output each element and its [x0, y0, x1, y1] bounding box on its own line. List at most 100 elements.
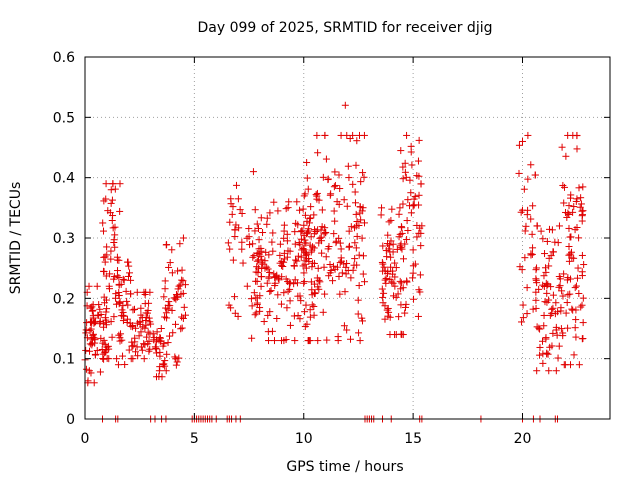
- data-point: [330, 207, 338, 215]
- data-point: [379, 260, 387, 268]
- data-point: [304, 337, 312, 345]
- data-point: [563, 299, 571, 307]
- data-point: [549, 304, 557, 312]
- data-point: [406, 176, 414, 184]
- data-point: [125, 262, 133, 270]
- data-point: [110, 313, 118, 321]
- data-point: [388, 205, 396, 213]
- data-point: [565, 210, 573, 218]
- data-point: [165, 298, 173, 306]
- data-point: [156, 352, 164, 360]
- data-point: [532, 266, 540, 274]
- data-point: [548, 305, 556, 313]
- data-point: [397, 240, 405, 248]
- data-point: [540, 322, 548, 330]
- data-point: [273, 314, 281, 322]
- data-point: [575, 289, 583, 297]
- data-point: [179, 277, 187, 285]
- data-point: [529, 305, 537, 313]
- data-point: [91, 350, 99, 358]
- data-point: [545, 367, 553, 375]
- data-point: [243, 282, 251, 290]
- data-point: [102, 272, 110, 280]
- data-point: [396, 204, 404, 212]
- data-point: [533, 367, 541, 375]
- data-point: [130, 305, 138, 313]
- data-point: [252, 268, 260, 276]
- data-point: [118, 336, 126, 344]
- data-point: [166, 259, 174, 267]
- data-point: [144, 328, 152, 336]
- data-point: [291, 228, 299, 236]
- data-point: [234, 195, 242, 203]
- data-point: [407, 142, 415, 150]
- data-point: [103, 354, 111, 362]
- data-point: [100, 355, 108, 363]
- data-point: [349, 180, 357, 188]
- data-point: [515, 169, 523, 177]
- data-point: [409, 274, 417, 282]
- data-point: [345, 174, 353, 182]
- y-axis-label: SRMTID / TECUs: [8, 182, 24, 295]
- data-point: [226, 218, 234, 226]
- data-point: [527, 215, 535, 223]
- data-point: [559, 292, 567, 300]
- data-point: [252, 309, 260, 317]
- data-point: [137, 304, 145, 312]
- data-point: [108, 196, 116, 204]
- data-point: [532, 304, 540, 312]
- data-point: [417, 180, 425, 188]
- data-point: [415, 136, 423, 144]
- data-point: [259, 260, 267, 268]
- data-point: [106, 285, 114, 293]
- data-point: [523, 284, 531, 292]
- data-point: [109, 212, 117, 220]
- data-point: [145, 337, 153, 345]
- data-point: [120, 276, 128, 284]
- data-point: [291, 240, 299, 248]
- data-point: [338, 269, 346, 277]
- data-point: [179, 289, 187, 297]
- data-point: [542, 335, 550, 343]
- data-point: [306, 306, 314, 314]
- data-point: [263, 279, 271, 287]
- data-point: [333, 263, 341, 271]
- data-point: [161, 285, 169, 293]
- data-point: [519, 137, 526, 145]
- data-point: [570, 203, 578, 211]
- data-point: [163, 241, 171, 249]
- data-point: [264, 328, 272, 336]
- data-point: [138, 314, 146, 322]
- data-point: [290, 280, 298, 288]
- data-point: [238, 245, 246, 253]
- data-point: [323, 336, 331, 344]
- data-point: [268, 238, 276, 246]
- data-point: [100, 227, 108, 235]
- data-point: [249, 168, 257, 176]
- data-point: [336, 259, 344, 267]
- data-point: [132, 324, 140, 332]
- data-point: [417, 242, 425, 250]
- data-point: [123, 318, 131, 326]
- data-point: [399, 175, 407, 183]
- data-point: [174, 267, 182, 275]
- data-point: [558, 143, 566, 151]
- data-point: [250, 252, 258, 260]
- data-point: [251, 311, 259, 319]
- data-point: [527, 161, 535, 169]
- data-point: [536, 343, 544, 351]
- data-point: [173, 293, 181, 301]
- data-point: [549, 329, 557, 337]
- data-point: [174, 285, 182, 293]
- data-point: [401, 303, 409, 311]
- data-point: [82, 365, 90, 373]
- data-point: [115, 291, 123, 299]
- data-point: [318, 249, 326, 257]
- data-point: [132, 348, 140, 356]
- data-point: [307, 278, 315, 286]
- data-point: [310, 302, 318, 310]
- data-point: [523, 310, 531, 318]
- data-point: [168, 246, 176, 254]
- data-point: [524, 175, 532, 183]
- data-point: [351, 188, 359, 196]
